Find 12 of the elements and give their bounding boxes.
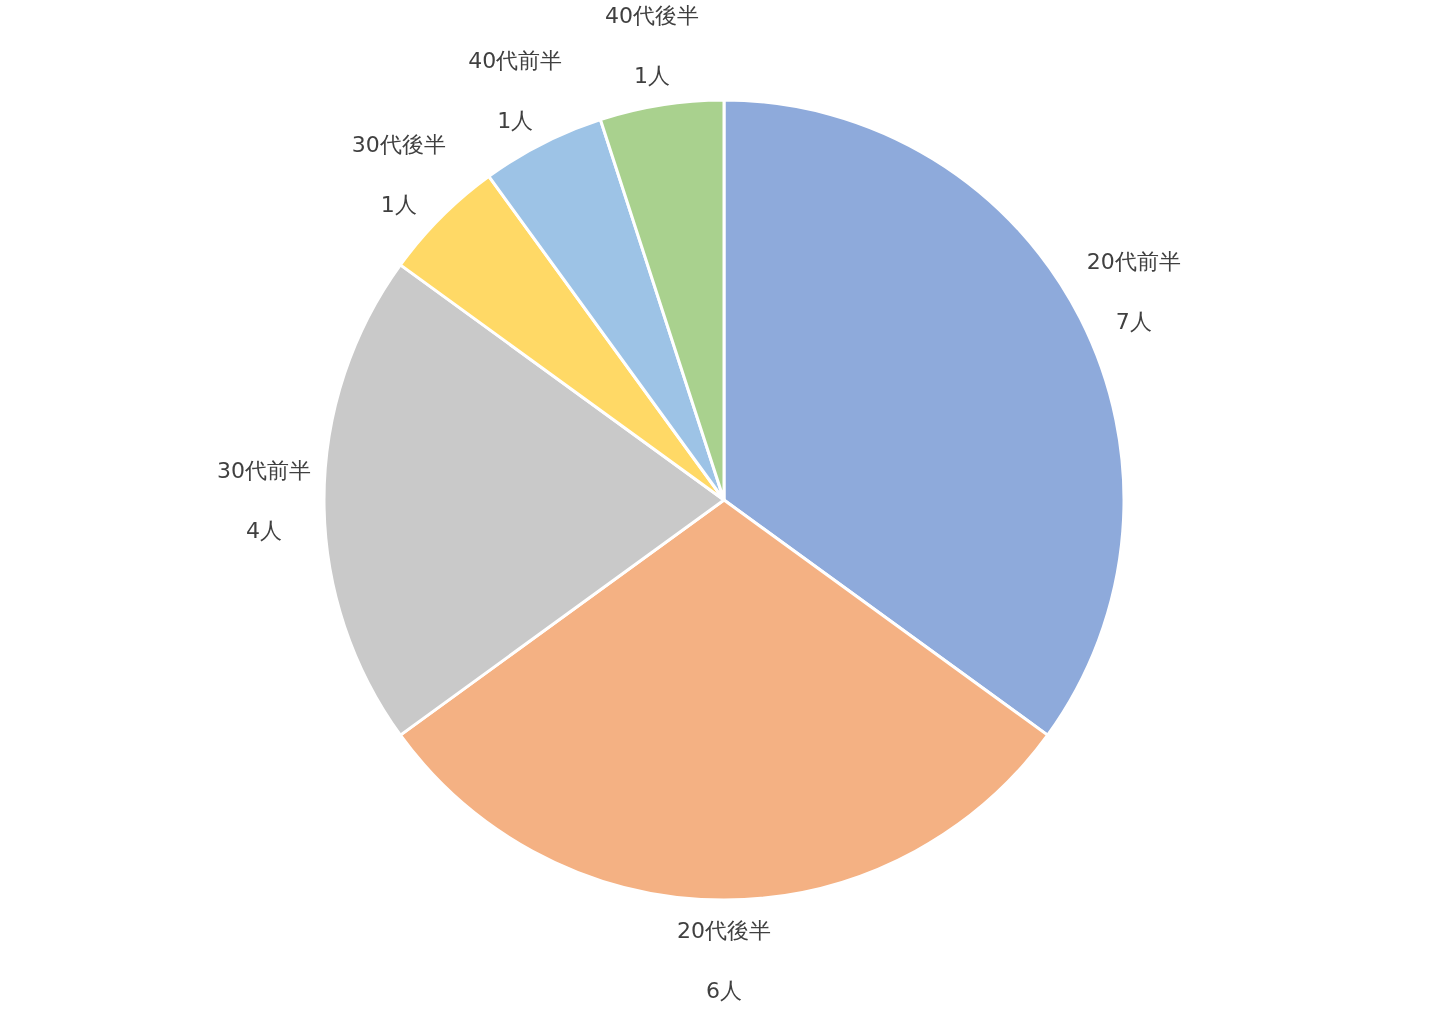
slice-label: 20代前半: [1086, 248, 1181, 274]
slice-label: 40代前半: [468, 47, 563, 73]
data-label: 4人: [246, 517, 282, 543]
slice-label: 30代後半: [351, 132, 446, 158]
slice-label: 30代前半: [217, 457, 311, 483]
data-label: 1人: [497, 107, 534, 133]
slice-label: 20代後半: [677, 917, 771, 943]
slice-label: 40代後半: [605, 3, 700, 29]
data-label: 1人: [380, 192, 417, 218]
data-label: 1人: [634, 63, 671, 89]
data-label: 7人: [1115, 308, 1152, 334]
data-label: 6人: [706, 977, 742, 1003]
